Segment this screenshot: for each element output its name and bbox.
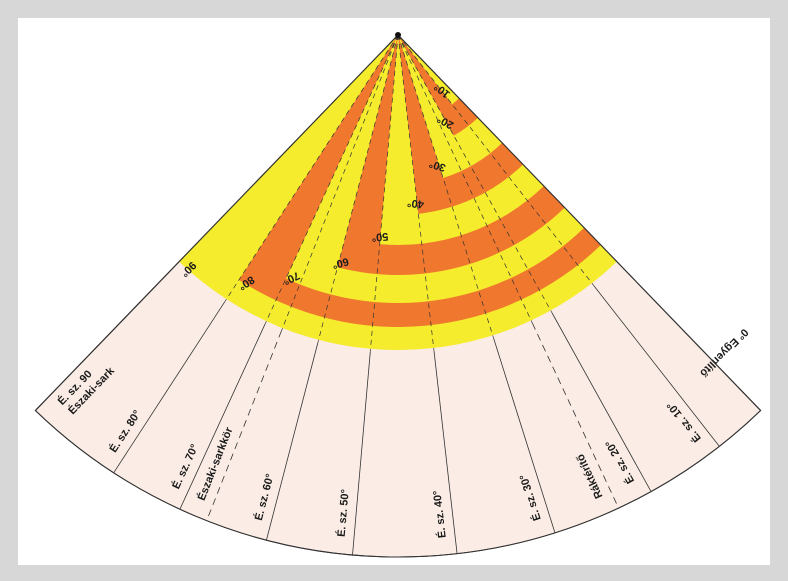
meridian-inner	[264, 34, 399, 325]
meridian-outer	[113, 301, 226, 474]
meridian-outer	[179, 323, 266, 510]
meridian-inner	[317, 34, 399, 343]
band-label: 50°	[371, 230, 389, 243]
meridian-label: É. sz. 50°	[335, 489, 352, 538]
meridian-inner	[397, 34, 435, 351]
meridian-outer	[551, 312, 652, 492]
meridian-outer	[433, 350, 458, 554]
band-label: 30°	[428, 157, 447, 173]
meridian-outer	[206, 330, 282, 521]
color-band	[398, 35, 460, 105]
fan-outline	[34, 34, 762, 558]
meridian-outer	[266, 342, 319, 541]
apex	[395, 32, 401, 38]
meridian-inner	[397, 34, 533, 324]
meridian-outer	[352, 351, 371, 556]
band-label: 40°	[407, 196, 425, 210]
fan: É. sz. 80°É. sz. 70°Északi-sarkkör É. sz.…	[34, 32, 762, 558]
meridian-inner	[281, 34, 399, 332]
band-label: 60°	[331, 255, 350, 271]
meridian-inner	[397, 34, 494, 339]
meridian-outer	[532, 323, 619, 509]
meridian-inner	[369, 34, 399, 352]
meridian-inner	[397, 34, 553, 314]
meridian-outer	[593, 285, 720, 447]
meridian-label: É. sz. 40°	[430, 490, 448, 539]
meridian-inner	[224, 34, 399, 302]
meridian-inner	[397, 34, 595, 286]
meridian-outer	[493, 338, 556, 533]
